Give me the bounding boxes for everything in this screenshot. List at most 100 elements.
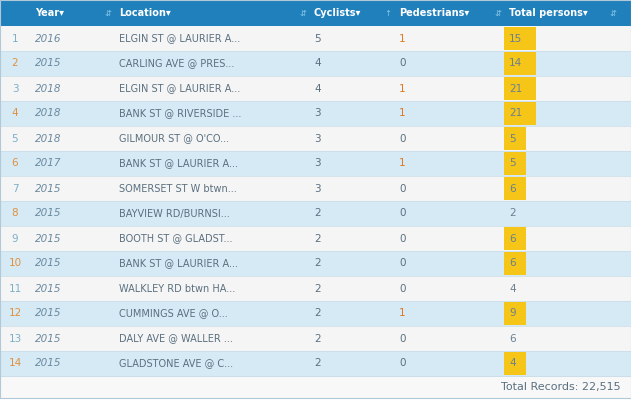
Bar [504,252,526,275]
Text: 0: 0 [399,59,406,69]
Text: 0: 0 [399,358,406,369]
Text: 3: 3 [314,158,321,168]
Text: 14: 14 [8,358,21,369]
Text: WALKLEY RD btwn HA...: WALKLEY RD btwn HA... [119,284,235,294]
Text: 2015: 2015 [35,233,61,243]
Text: Total Records: 22,515: Total Records: 22,515 [502,382,621,392]
Text: ↑: ↑ [384,8,391,18]
Bar [0,276,631,301]
Text: Year▾: Year▾ [35,8,64,18]
Bar [0,151,631,176]
Bar [0,326,631,351]
Text: BOOTH ST @ GLADST...: BOOTH ST @ GLADST... [119,233,232,243]
Text: Total persons▾: Total persons▾ [509,8,587,18]
Text: SOMERSET ST W btwn...: SOMERSET ST W btwn... [119,184,237,194]
Text: 6: 6 [509,334,516,344]
Bar [504,177,526,200]
Text: 2: 2 [12,59,18,69]
Text: ELGIN ST @ LAURIER A...: ELGIN ST @ LAURIER A... [119,34,240,43]
Text: 1: 1 [399,308,406,318]
Text: 12: 12 [8,308,21,318]
Bar [504,152,526,175]
Text: 6: 6 [12,158,18,168]
Text: 2018: 2018 [35,83,61,93]
Bar [0,376,631,398]
Text: ⇵: ⇵ [300,8,307,18]
Text: 2018: 2018 [35,134,61,144]
Text: 5: 5 [509,158,516,168]
Text: 4: 4 [509,358,516,369]
Text: ⇵: ⇵ [610,8,616,18]
Bar [0,51,631,76]
Text: 2015: 2015 [35,259,61,269]
Text: 8: 8 [12,209,18,219]
Text: 0: 0 [399,233,406,243]
Text: 7: 7 [12,184,18,194]
Text: 4: 4 [314,59,321,69]
Text: 0: 0 [399,284,406,294]
Text: 2015: 2015 [35,308,61,318]
Bar [0,0,631,26]
Text: 3: 3 [12,83,18,93]
Text: 14: 14 [509,59,522,69]
Text: 6: 6 [509,184,516,194]
Text: 2018: 2018 [35,109,61,119]
Text: BAYVIEW RD/BURNSI...: BAYVIEW RD/BURNSI... [119,209,230,219]
Text: 0: 0 [399,184,406,194]
Text: 9: 9 [12,233,18,243]
Text: ⇵: ⇵ [495,8,502,18]
Text: 0: 0 [399,134,406,144]
Text: 2015: 2015 [35,334,61,344]
Text: 15: 15 [509,34,522,43]
Text: Pedestrians▾: Pedestrians▾ [399,8,469,18]
Text: 2: 2 [314,209,321,219]
Text: 21: 21 [509,109,522,119]
Text: 2: 2 [314,233,321,243]
Bar [0,201,631,226]
Text: 1: 1 [399,83,406,93]
Text: CARLING AVE @ PRES...: CARLING AVE @ PRES... [119,59,234,69]
Text: 2017: 2017 [35,158,61,168]
Bar [0,226,631,251]
Bar [504,52,536,75]
Text: ⇵: ⇵ [105,8,112,18]
Text: 1: 1 [399,34,406,43]
Text: 2015: 2015 [35,284,61,294]
Bar [504,227,526,250]
Text: 9: 9 [509,308,516,318]
Bar [0,301,631,326]
Text: BANK ST @ LAURIER A...: BANK ST @ LAURIER A... [119,259,238,269]
Text: CUMMINGS AVE @ O...: CUMMINGS AVE @ O... [119,308,228,318]
Text: 2: 2 [314,284,321,294]
Text: ELGIN ST @ LAURIER A...: ELGIN ST @ LAURIER A... [119,83,240,93]
Text: 4: 4 [509,284,516,294]
Text: 2016: 2016 [35,34,61,43]
Text: 1: 1 [399,109,406,119]
Text: DALY AVE @ WALLER ...: DALY AVE @ WALLER ... [119,334,233,344]
Text: 2: 2 [314,334,321,344]
Text: 6: 6 [509,259,516,269]
Bar [0,126,631,151]
Text: 2015: 2015 [35,184,61,194]
Bar [504,302,526,325]
Bar [0,351,631,376]
Text: 5: 5 [12,134,18,144]
Text: 21: 21 [509,83,522,93]
Bar [504,102,536,125]
Text: 5: 5 [314,34,321,43]
Bar [0,26,631,51]
Text: 2015: 2015 [35,59,61,69]
Text: 2: 2 [314,308,321,318]
Text: 0: 0 [399,334,406,344]
Text: 5: 5 [509,134,516,144]
Text: 13: 13 [8,334,21,344]
Text: 1: 1 [399,158,406,168]
Bar [504,77,536,100]
Text: 4: 4 [12,109,18,119]
Text: 0: 0 [399,259,406,269]
Text: BANK ST @ RIVERSIDE ...: BANK ST @ RIVERSIDE ... [119,109,242,119]
Text: 1: 1 [12,34,18,43]
Text: 2: 2 [314,259,321,269]
Text: Cyclists▾: Cyclists▾ [314,8,362,18]
Text: 3: 3 [314,184,321,194]
